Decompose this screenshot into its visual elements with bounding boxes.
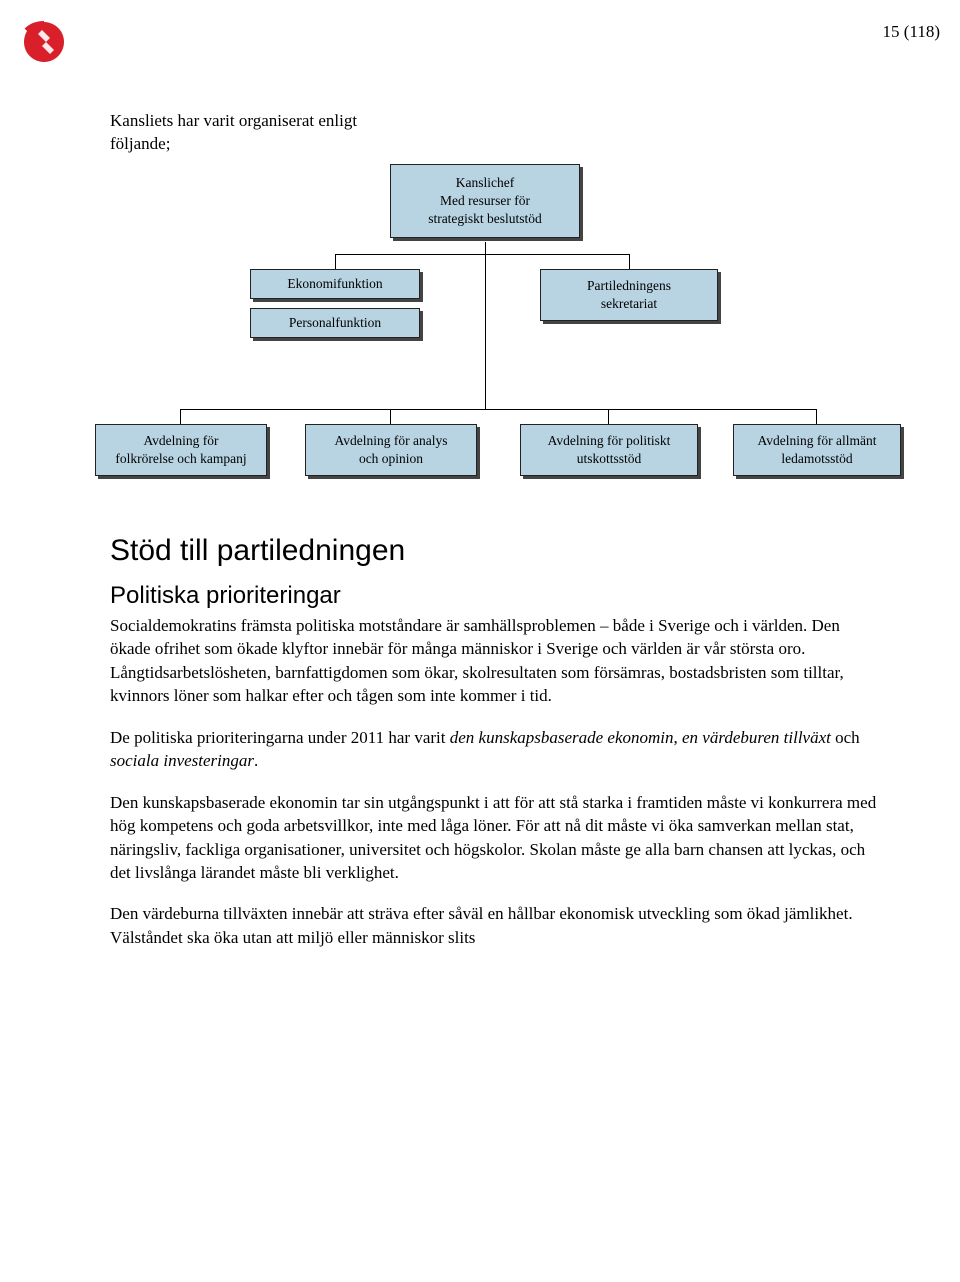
org-box-personal: Personalfunktion [250,308,420,338]
paragraph-2: De politiska prioriteringarna under 2011… [110,726,880,773]
org-box-line: sekretariat [601,295,657,313]
intro-text: Kansliets har varit organiserat enligt f… [110,110,880,156]
org-chart: Kanslichef Med resurser för strategiskt … [110,164,880,504]
org-box-line: och opinion [359,450,423,468]
org-box-line: Ekonomifunktion [287,275,382,293]
text-span: , [674,728,683,747]
text-span: och [831,728,860,747]
heading-stod: Stöd till partiledningen [110,534,880,568]
paragraph-3: Den kunskapsbaserade ekonomin tar sin ut… [110,791,880,885]
paragraph-1: Socialdemokratins främsta politiska mots… [110,614,880,708]
org-box-line: Avdelning för allmänt [758,432,877,450]
org-box-line: strategiskt beslutstöd [428,210,542,228]
org-box-line: Avdelning för politiskt [548,432,671,450]
text-span: . [254,751,258,770]
text-italic: den kunskapsbaserade ekonomin [450,728,674,747]
party-logo [20,18,68,66]
org-box-analys: Avdelning för analys och opinion [305,424,477,476]
org-box-line: utskottsstöd [577,450,642,468]
org-box-politiskt: Avdelning för politiskt utskottsstöd [520,424,698,476]
org-box-sekretariat: Partiledningens sekretariat [540,269,718,321]
org-box-line: Med resurser för [440,192,530,210]
org-box-folkrorelse: Avdelning för folkrörelse och kampanj [95,424,267,476]
org-box-kanslichef: Kanslichef Med resurser för strategiskt … [390,164,580,238]
intro-line-1: Kansliets har varit organiserat enligt [110,111,357,130]
org-box-line: Partiledningens [587,277,671,295]
page-number: 15 (118) [883,22,940,42]
org-box-allmant: Avdelning för allmänt ledamotsstöd [733,424,901,476]
text-italic: en värdeburen tillväxt [682,728,831,747]
org-box-line: ledamotsstöd [781,450,852,468]
org-box-line: folkrörelse och kampanj [115,450,246,468]
text-italic: sociala investeringar [110,751,254,770]
heading-politiska: Politiska prioriteringar [110,582,880,610]
org-box-ekonomi: Ekonomifunktion [250,269,420,299]
body-text: Socialdemokratins främsta politiska mots… [110,614,880,949]
intro-line-2: följande; [110,134,170,153]
org-box-line: Avdelning för analys [335,432,448,450]
org-box-line: Personalfunktion [289,314,381,332]
org-box-line: Avdelning för [143,432,218,450]
org-box-line: Kanslichef [456,174,514,192]
paragraph-4: Den värdeburna tillväxten innebär att st… [110,902,880,949]
text-span: De politiska prioriteringarna under 2011… [110,728,450,747]
